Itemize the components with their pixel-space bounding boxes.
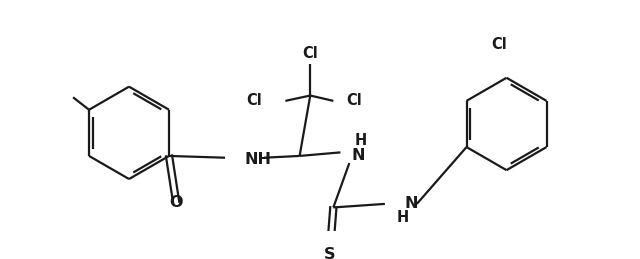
- Text: S: S: [324, 247, 335, 259]
- Text: H: H: [397, 210, 409, 225]
- Text: Cl: Cl: [302, 46, 318, 61]
- Text: Cl: Cl: [492, 37, 508, 52]
- Text: NH: NH: [244, 152, 271, 167]
- Text: O: O: [170, 195, 183, 210]
- Text: Cl: Cl: [346, 93, 362, 108]
- Text: Cl: Cl: [246, 93, 262, 108]
- Text: N: N: [404, 196, 418, 211]
- Text: H: H: [355, 133, 367, 148]
- Text: N: N: [351, 148, 365, 163]
